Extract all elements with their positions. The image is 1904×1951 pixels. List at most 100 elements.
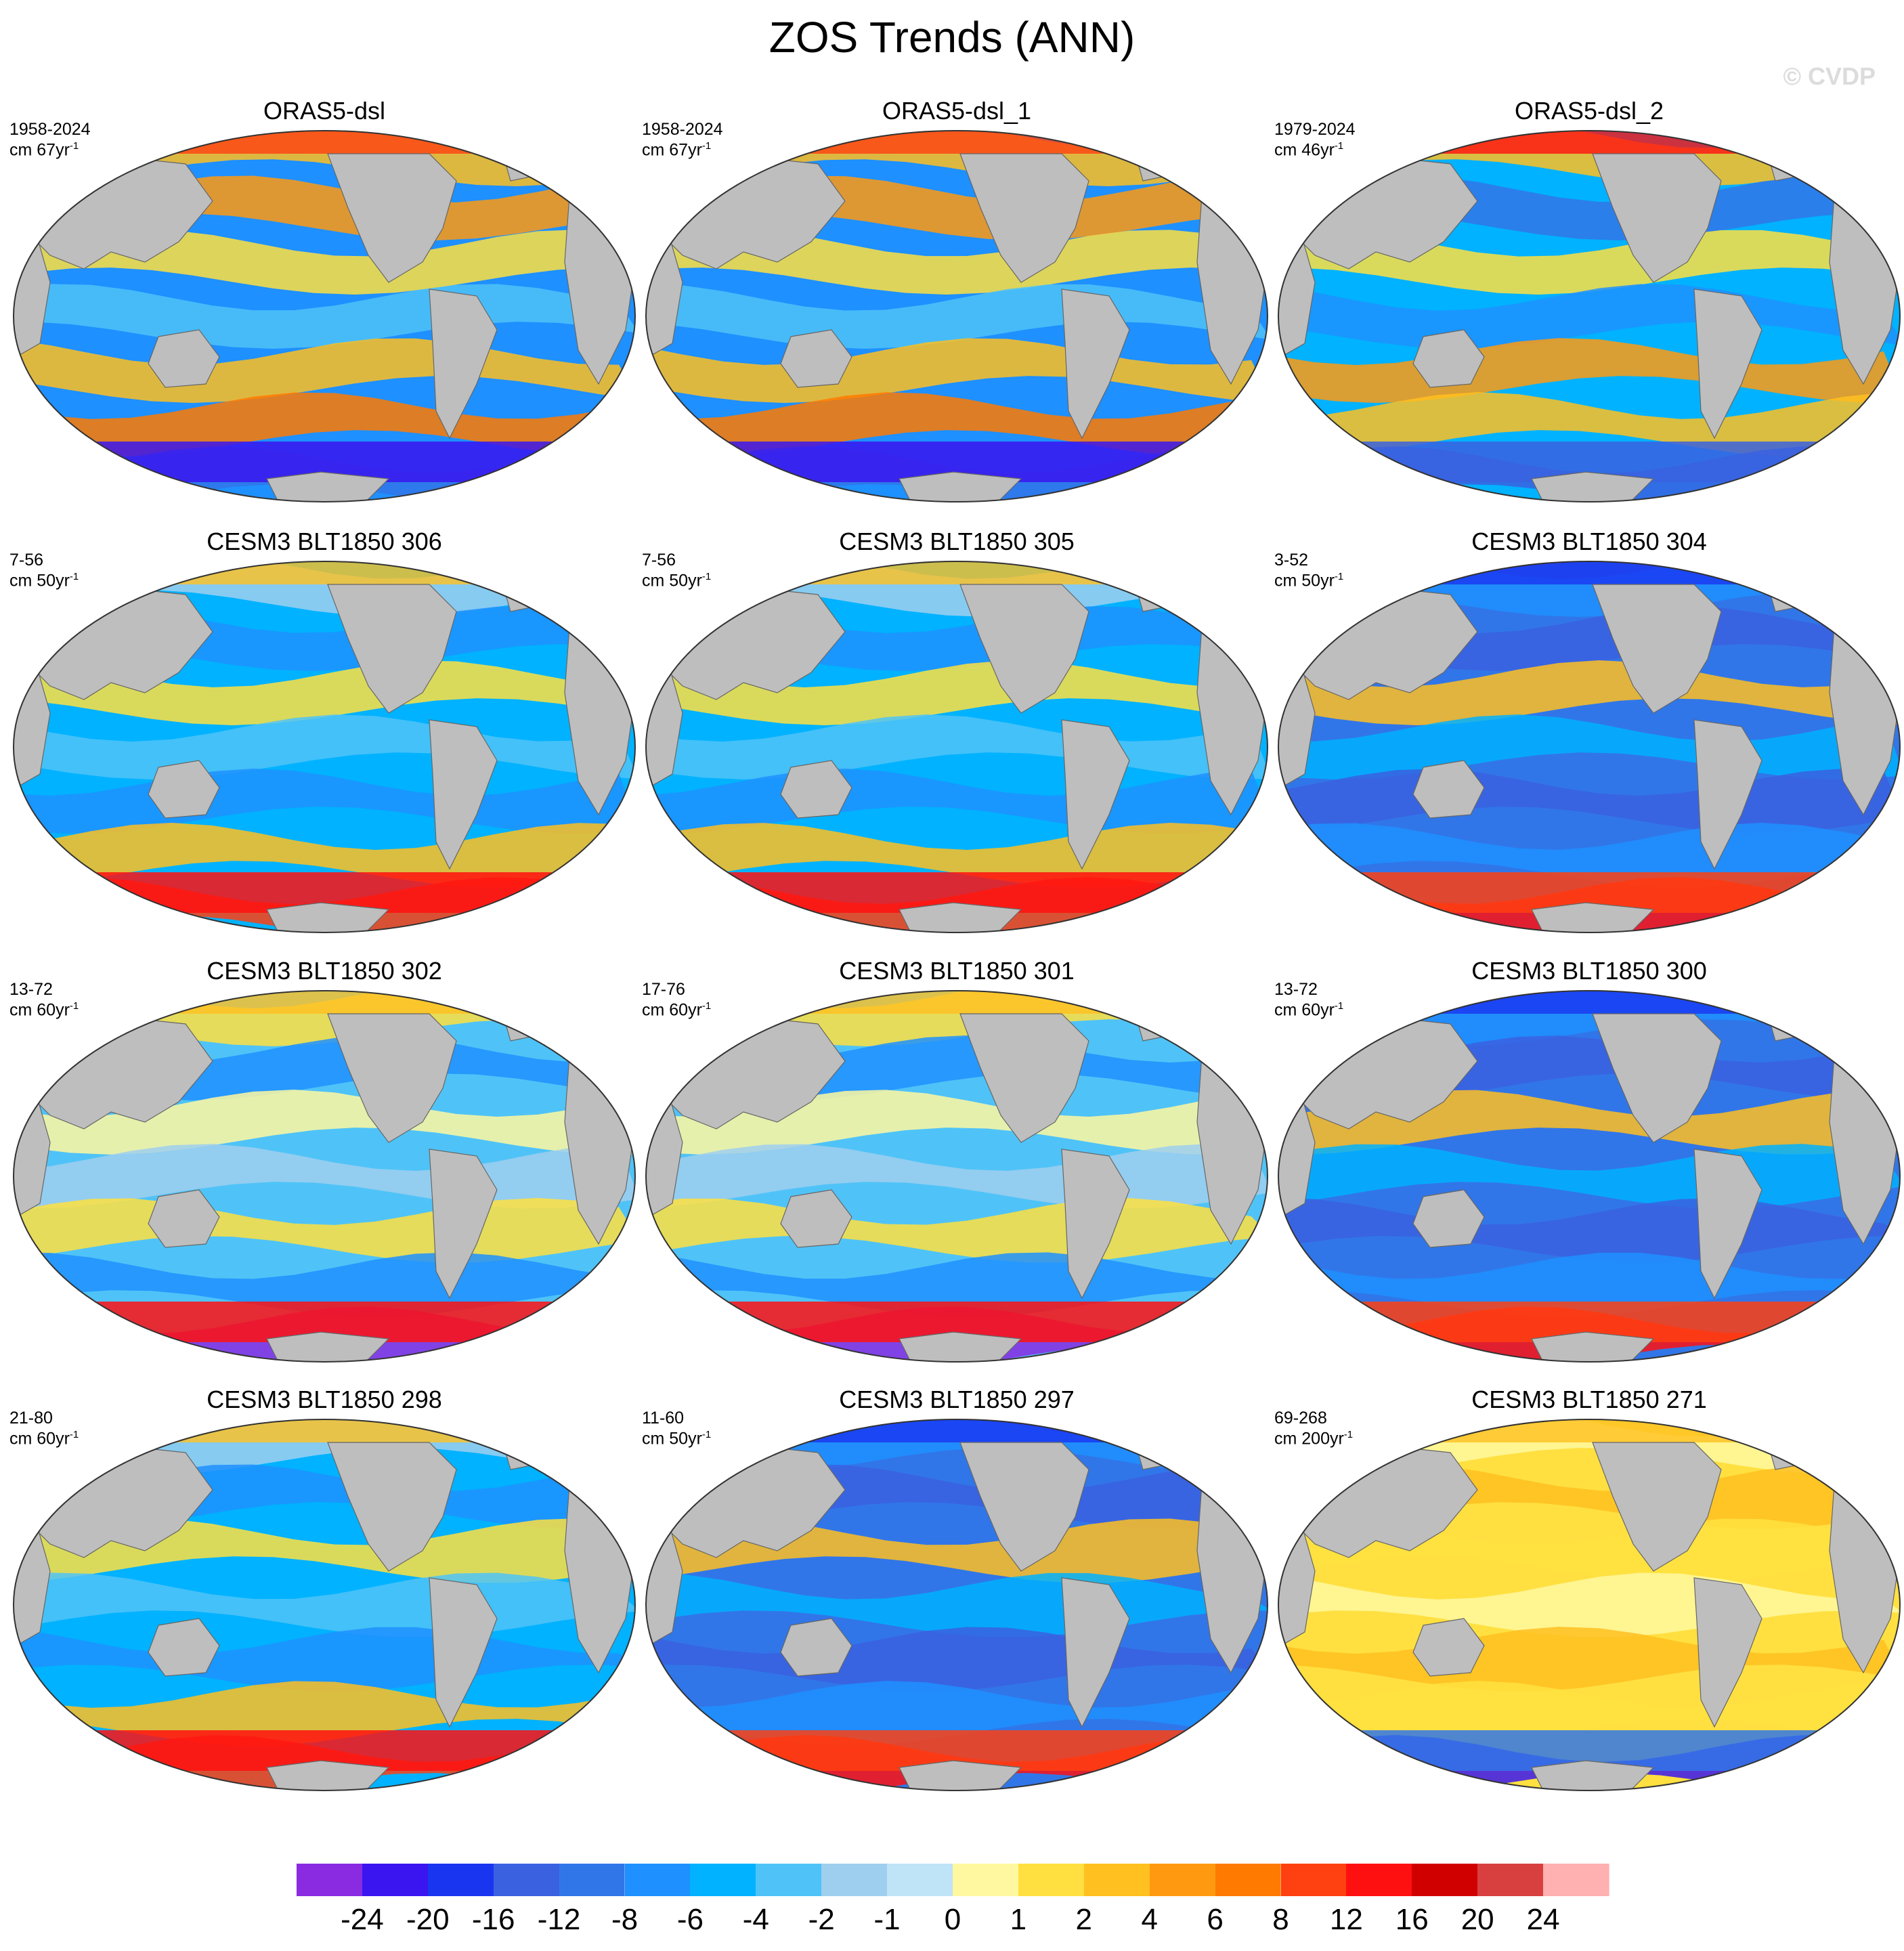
world-map [645, 1419, 1268, 1791]
colorbar-tick-label: 12 [1329, 1903, 1363, 1936]
panel-units: cm 50yr-1 [642, 1429, 712, 1449]
panel-period: 69-268 [1274, 1409, 1327, 1428]
world-map [1278, 561, 1901, 933]
panel-period: 13-72 [1274, 980, 1318, 999]
colorbar-swatch [1083, 1864, 1150, 1896]
colorbar-swatch [362, 1864, 429, 1896]
colorbar-tick-label: 2 [1075, 1903, 1093, 1936]
map-panel: CESM3 BLT1850 300 13-72 cm 60yr-1 [1274, 957, 1904, 1392]
world-map [13, 561, 636, 933]
panel-period: 13-72 [9, 980, 53, 999]
colorbar-tick-label: -4 [742, 1903, 769, 1936]
panel-title: CESM3 BLT1850 304 [1471, 528, 1707, 555]
panel-title: CESM3 BLT1850 271 [1471, 1386, 1707, 1413]
panel-title: CESM3 BLT1850 302 [207, 957, 442, 985]
panel-units: cm 60yr-1 [1274, 1000, 1344, 1020]
panel-title: CESM3 BLT1850 298 [207, 1386, 442, 1413]
world-map [645, 990, 1268, 1363]
panel-title: CESM3 BLT1850 301 [839, 957, 1075, 985]
colorbar-swatch [1280, 1864, 1347, 1896]
panel-period: 3-52 [1274, 551, 1309, 570]
world-map [13, 990, 636, 1363]
panel-period: 1958-2024 [9, 120, 91, 139]
map-panel: ORAS5-dsl 1958-2024 cm 67yr-1 [9, 97, 639, 532]
map-panel: CESM3 BLT1850 297 11-60 cm 50yr-1 [642, 1386, 1272, 1820]
colorbar-swatch [1543, 1864, 1609, 1896]
colorbar-swatch [1477, 1864, 1544, 1896]
world-map [13, 1419, 636, 1791]
map-panel: CESM3 BLT1850 306 7-56 cm 50yr-1 [9, 528, 639, 962]
world-map [13, 130, 636, 502]
panel-period: 1979-2024 [1274, 120, 1356, 139]
colorbar-tick-label: -12 [537, 1903, 581, 1936]
colorbar-tick-label: 6 [1207, 1903, 1224, 1936]
panel-period: 7-56 [9, 551, 44, 570]
map-panel: CESM3 BLT1850 302 13-72 cm 60yr-1 [9, 957, 639, 1392]
panel-units: cm 60yr-1 [9, 1000, 79, 1020]
colorbar-tick-label: 4 [1141, 1903, 1158, 1936]
panel-period: 17-76 [642, 980, 685, 999]
colorbar-tick-label: -6 [676, 1903, 704, 1936]
world-map [645, 561, 1268, 933]
panel-units: cm 50yr-1 [9, 571, 79, 591]
colorbar-tick-label: 0 [944, 1903, 961, 1936]
colorbar-tick-label: -24 [341, 1903, 384, 1936]
panel-units: cm 50yr-1 [1274, 571, 1344, 591]
panel-units: cm 46yr-1 [1274, 140, 1344, 160]
panel-title: CESM3 BLT1850 300 [1471, 957, 1707, 985]
colorbar-swatch [887, 1864, 953, 1896]
panel-period: 11-60 [642, 1409, 685, 1428]
map-panel: ORAS5-dsl_1 1958-2024 cm 67yr-1 [642, 97, 1272, 532]
colorbar-tick-label: -20 [406, 1903, 450, 1936]
colorbar-tick-label: 8 [1272, 1903, 1289, 1936]
colorbar-tick-label: 16 [1395, 1903, 1429, 1936]
map-panel: CESM3 BLT1850 304 3-52 cm 50yr-1 [1274, 528, 1904, 962]
panel-units: cm 50yr-1 [642, 571, 712, 591]
panel-units: cm 200yr-1 [1274, 1429, 1354, 1449]
world-map [1278, 130, 1901, 502]
panel-title: CESM3 BLT1850 306 [207, 528, 442, 555]
colorbar-swatch [493, 1864, 560, 1896]
colorbar-tick-label: -1 [873, 1903, 901, 1936]
panel-period: 7-56 [642, 551, 676, 570]
colorbar-swatch [756, 1864, 823, 1896]
colorbar-swatch [1412, 1864, 1479, 1896]
colorbar-swatch [821, 1864, 888, 1896]
panel-title: ORAS5-dsl_2 [1514, 97, 1664, 125]
panel-title: ORAS5-dsl_1 [882, 97, 1032, 125]
colorbar-tick-label: -8 [611, 1903, 639, 1936]
world-map [1278, 990, 1901, 1363]
colorbar-swatch [427, 1864, 494, 1896]
watermark-text: © CVDP [1783, 62, 1876, 90]
world-map [1278, 1419, 1901, 1791]
world-map [645, 130, 1268, 502]
panel-period: 1958-2024 [642, 120, 723, 139]
colorbar-swatch [1215, 1864, 1282, 1896]
colorbar-tick-label: -16 [471, 1903, 515, 1936]
panel-units: cm 60yr-1 [642, 1000, 712, 1020]
map-panel: ORAS5-dsl_2 1979-2024 cm 46yr-1 [1274, 97, 1904, 532]
colorbar-swatch [624, 1864, 691, 1896]
panel-title: ORAS5-dsl [263, 97, 386, 125]
colorbar-tick-label: -2 [808, 1903, 835, 1936]
colorbar [297, 1864, 1609, 1896]
map-panel: CESM3 BLT1850 271 69-268 cm 200yr-1 [1274, 1386, 1904, 1820]
panel-title: CESM3 BLT1850 297 [839, 1386, 1075, 1413]
colorbar-swatch [559, 1864, 626, 1896]
panel-units: cm 60yr-1 [9, 1429, 79, 1449]
panel-title: CESM3 BLT1850 305 [839, 528, 1075, 555]
colorbar-tick-label: 24 [1526, 1903, 1560, 1936]
panel-period: 21-80 [9, 1409, 53, 1428]
colorbar-swatch [297, 1864, 363, 1896]
colorbar-swatch [1149, 1864, 1216, 1896]
colorbar-swatch [690, 1864, 757, 1896]
colorbar-swatch [1018, 1864, 1085, 1896]
figure-title: ZOS Trends (ANN) [769, 13, 1135, 62]
colorbar-swatch [953, 1864, 1019, 1896]
colorbar-tick-label: 1 [1010, 1903, 1027, 1936]
colorbar-tick-label: 20 [1461, 1903, 1494, 1936]
map-panel: CESM3 BLT1850 305 7-56 cm 50yr-1 [642, 528, 1272, 962]
colorbar-swatch [1346, 1864, 1413, 1896]
map-panel: CESM3 BLT1850 298 21-80 cm 60yr-1 [9, 1386, 639, 1820]
map-panel: CESM3 BLT1850 301 17-76 cm 60yr-1 [642, 957, 1272, 1392]
